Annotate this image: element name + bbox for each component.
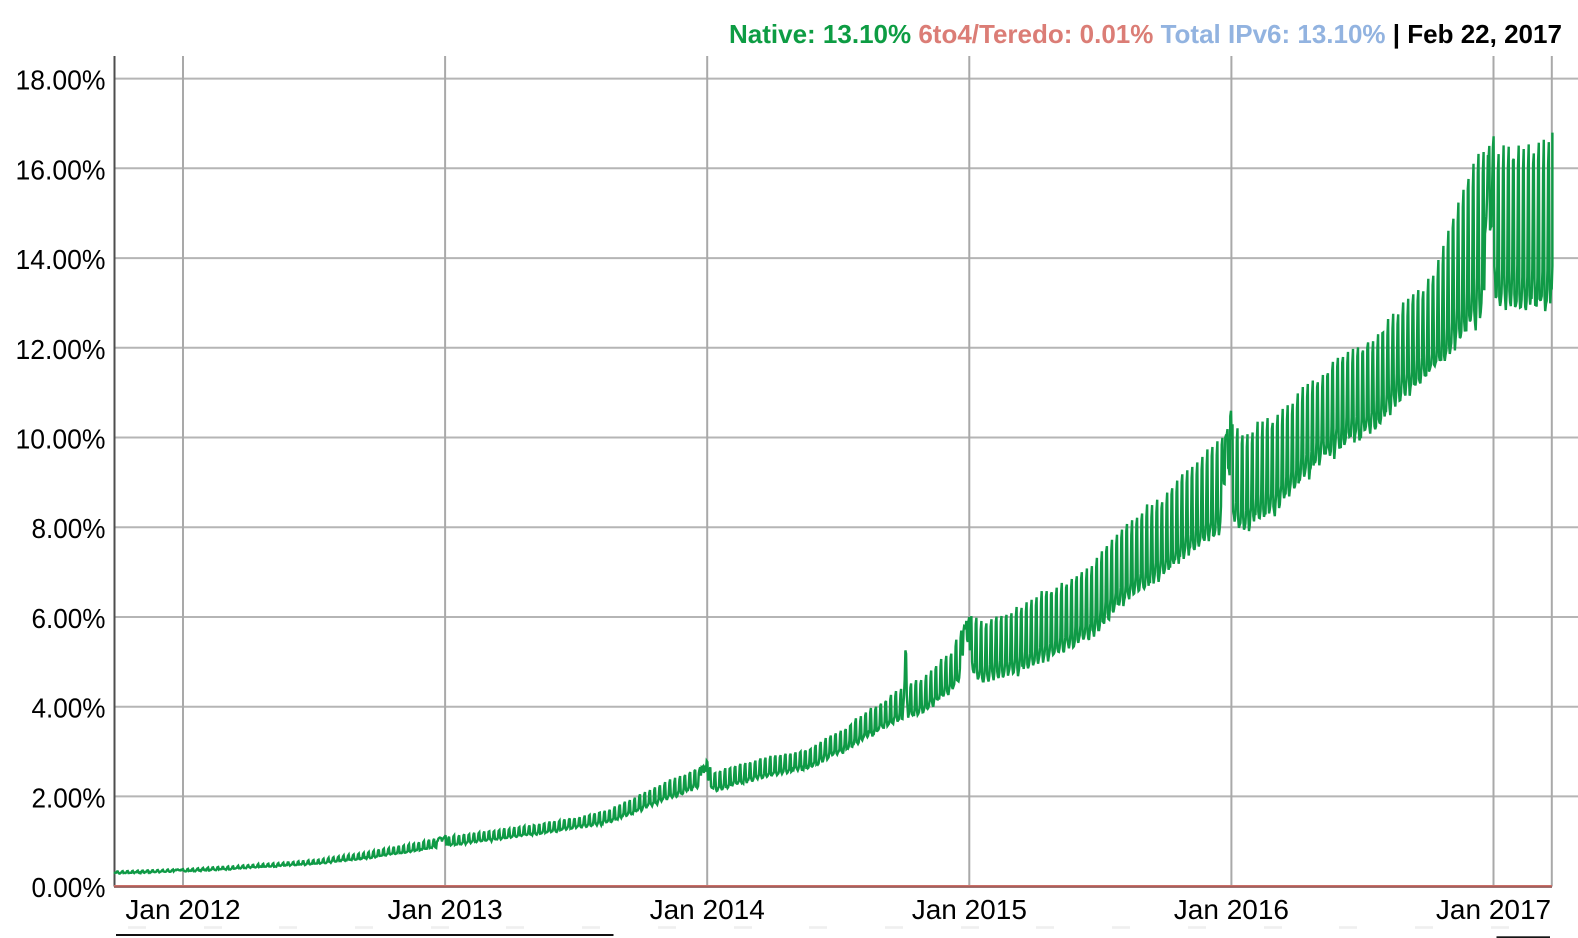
svg-text:16.00%: 16.00% [16,154,106,185]
svg-text:Jan 2013: Jan 2013 [387,894,502,925]
svg-text:12.00%: 12.00% [16,334,106,365]
svg-text:Jan 2012: Jan 2012 [125,894,240,925]
svg-text:18.00%: 18.00% [16,65,106,96]
svg-text:8.00%: 8.00% [32,513,106,544]
svg-text:Jan 2015: Jan 2015 [912,894,1027,925]
svg-text:2.00%: 2.00% [32,782,106,813]
svg-text:14.00%: 14.00% [16,244,106,275]
svg-text:10.00%: 10.00% [16,424,106,455]
svg-text:4.00%: 4.00% [32,693,106,724]
svg-text:0.00%: 0.00% [32,872,106,903]
svg-text:Native: 13.10% 6to4/Teredo: 0.: Native: 13.10% 6to4/Teredo: 0.01% Total … [729,19,1562,49]
svg-text:Jan 2014: Jan 2014 [650,894,765,925]
svg-text:Jan 2016: Jan 2016 [1174,894,1289,925]
svg-text:Jan 2017: Jan 2017 [1436,894,1551,925]
svg-text:6.00%: 6.00% [32,603,106,634]
